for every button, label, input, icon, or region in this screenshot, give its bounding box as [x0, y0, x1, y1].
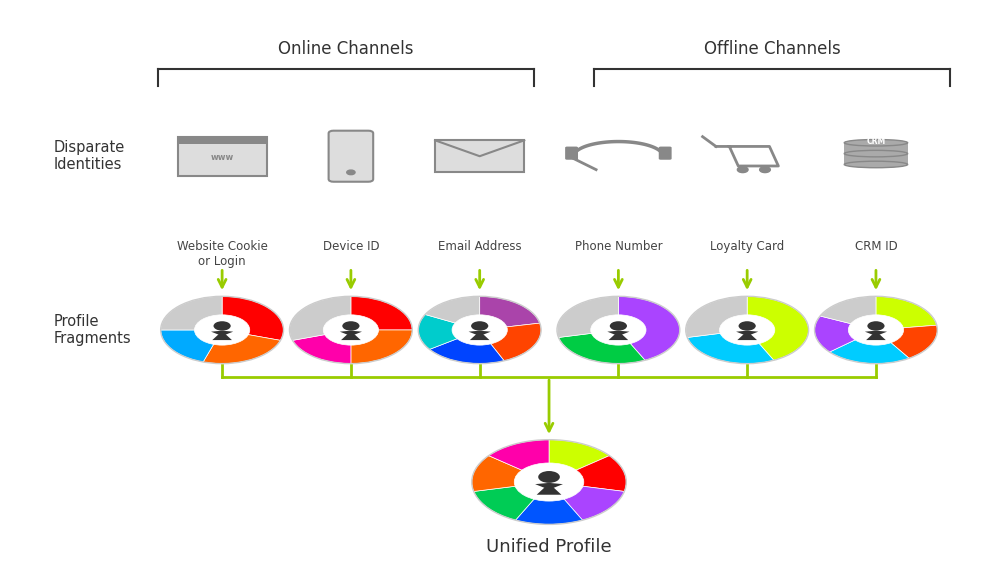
Polygon shape: [865, 330, 887, 336]
Circle shape: [343, 321, 360, 330]
Polygon shape: [341, 331, 361, 340]
Polygon shape: [866, 331, 886, 340]
Wedge shape: [549, 439, 609, 482]
Wedge shape: [557, 296, 618, 337]
Wedge shape: [515, 482, 582, 524]
Text: Online Channels: Online Channels: [278, 40, 414, 58]
Circle shape: [538, 471, 559, 483]
Circle shape: [738, 321, 756, 330]
Wedge shape: [820, 296, 876, 330]
Wedge shape: [549, 482, 624, 520]
FancyBboxPatch shape: [658, 147, 671, 160]
Ellipse shape: [844, 151, 908, 157]
Ellipse shape: [844, 139, 908, 146]
Wedge shape: [222, 296, 284, 341]
Circle shape: [737, 167, 748, 173]
Wedge shape: [203, 330, 281, 364]
Polygon shape: [340, 330, 362, 336]
FancyBboxPatch shape: [844, 153, 908, 165]
Wedge shape: [351, 330, 413, 364]
Text: Email Address: Email Address: [438, 241, 521, 253]
Wedge shape: [549, 456, 626, 491]
Circle shape: [609, 321, 627, 330]
Polygon shape: [536, 483, 561, 495]
Wedge shape: [472, 456, 549, 491]
Wedge shape: [351, 296, 413, 330]
Wedge shape: [618, 296, 679, 360]
FancyBboxPatch shape: [329, 131, 374, 182]
Polygon shape: [737, 331, 757, 340]
Circle shape: [719, 315, 775, 345]
Wedge shape: [474, 482, 549, 520]
FancyBboxPatch shape: [178, 137, 267, 176]
Wedge shape: [558, 330, 645, 364]
Polygon shape: [608, 331, 628, 340]
Text: www: www: [211, 153, 234, 162]
Circle shape: [195, 315, 250, 345]
Circle shape: [590, 315, 646, 345]
Wedge shape: [290, 296, 351, 341]
Wedge shape: [480, 323, 541, 361]
Wedge shape: [161, 330, 222, 362]
Text: Offline Channels: Offline Channels: [703, 40, 840, 58]
Wedge shape: [876, 325, 937, 359]
Circle shape: [347, 170, 355, 175]
Text: Unified Profile: Unified Profile: [487, 538, 611, 556]
Ellipse shape: [844, 161, 908, 167]
Wedge shape: [685, 296, 747, 337]
Circle shape: [472, 321, 489, 330]
Circle shape: [848, 315, 903, 345]
Wedge shape: [419, 315, 480, 350]
Text: Loyalty Card: Loyalty Card: [710, 241, 784, 253]
Text: CRM ID: CRM ID: [854, 241, 897, 253]
Wedge shape: [876, 296, 937, 330]
Wedge shape: [480, 296, 539, 330]
FancyBboxPatch shape: [565, 147, 578, 160]
Wedge shape: [293, 330, 351, 364]
Polygon shape: [469, 330, 491, 336]
Circle shape: [514, 463, 583, 501]
Wedge shape: [426, 296, 480, 330]
Circle shape: [214, 321, 231, 330]
Text: Phone Number: Phone Number: [574, 241, 662, 253]
Wedge shape: [489, 439, 549, 482]
FancyBboxPatch shape: [844, 143, 908, 153]
Polygon shape: [211, 330, 233, 336]
Wedge shape: [430, 330, 504, 364]
Circle shape: [452, 315, 507, 345]
Polygon shape: [607, 330, 629, 336]
Circle shape: [324, 315, 379, 345]
Text: Disparate
Identities: Disparate Identities: [54, 140, 125, 173]
Wedge shape: [161, 296, 222, 330]
Polygon shape: [212, 331, 232, 340]
Text: Device ID: Device ID: [323, 241, 380, 253]
FancyBboxPatch shape: [436, 140, 524, 172]
Text: Profile
Fragments: Profile Fragments: [54, 314, 131, 346]
Circle shape: [867, 321, 884, 330]
Wedge shape: [747, 296, 808, 360]
Wedge shape: [687, 330, 774, 364]
Text: CRM: CRM: [866, 137, 885, 146]
Text: Website Cookie
or Login: Website Cookie or Login: [177, 241, 268, 269]
Wedge shape: [814, 316, 876, 352]
FancyBboxPatch shape: [178, 137, 267, 144]
Circle shape: [759, 167, 770, 173]
Polygon shape: [470, 331, 490, 340]
Polygon shape: [736, 330, 758, 336]
Polygon shape: [535, 483, 563, 490]
Wedge shape: [829, 330, 909, 364]
